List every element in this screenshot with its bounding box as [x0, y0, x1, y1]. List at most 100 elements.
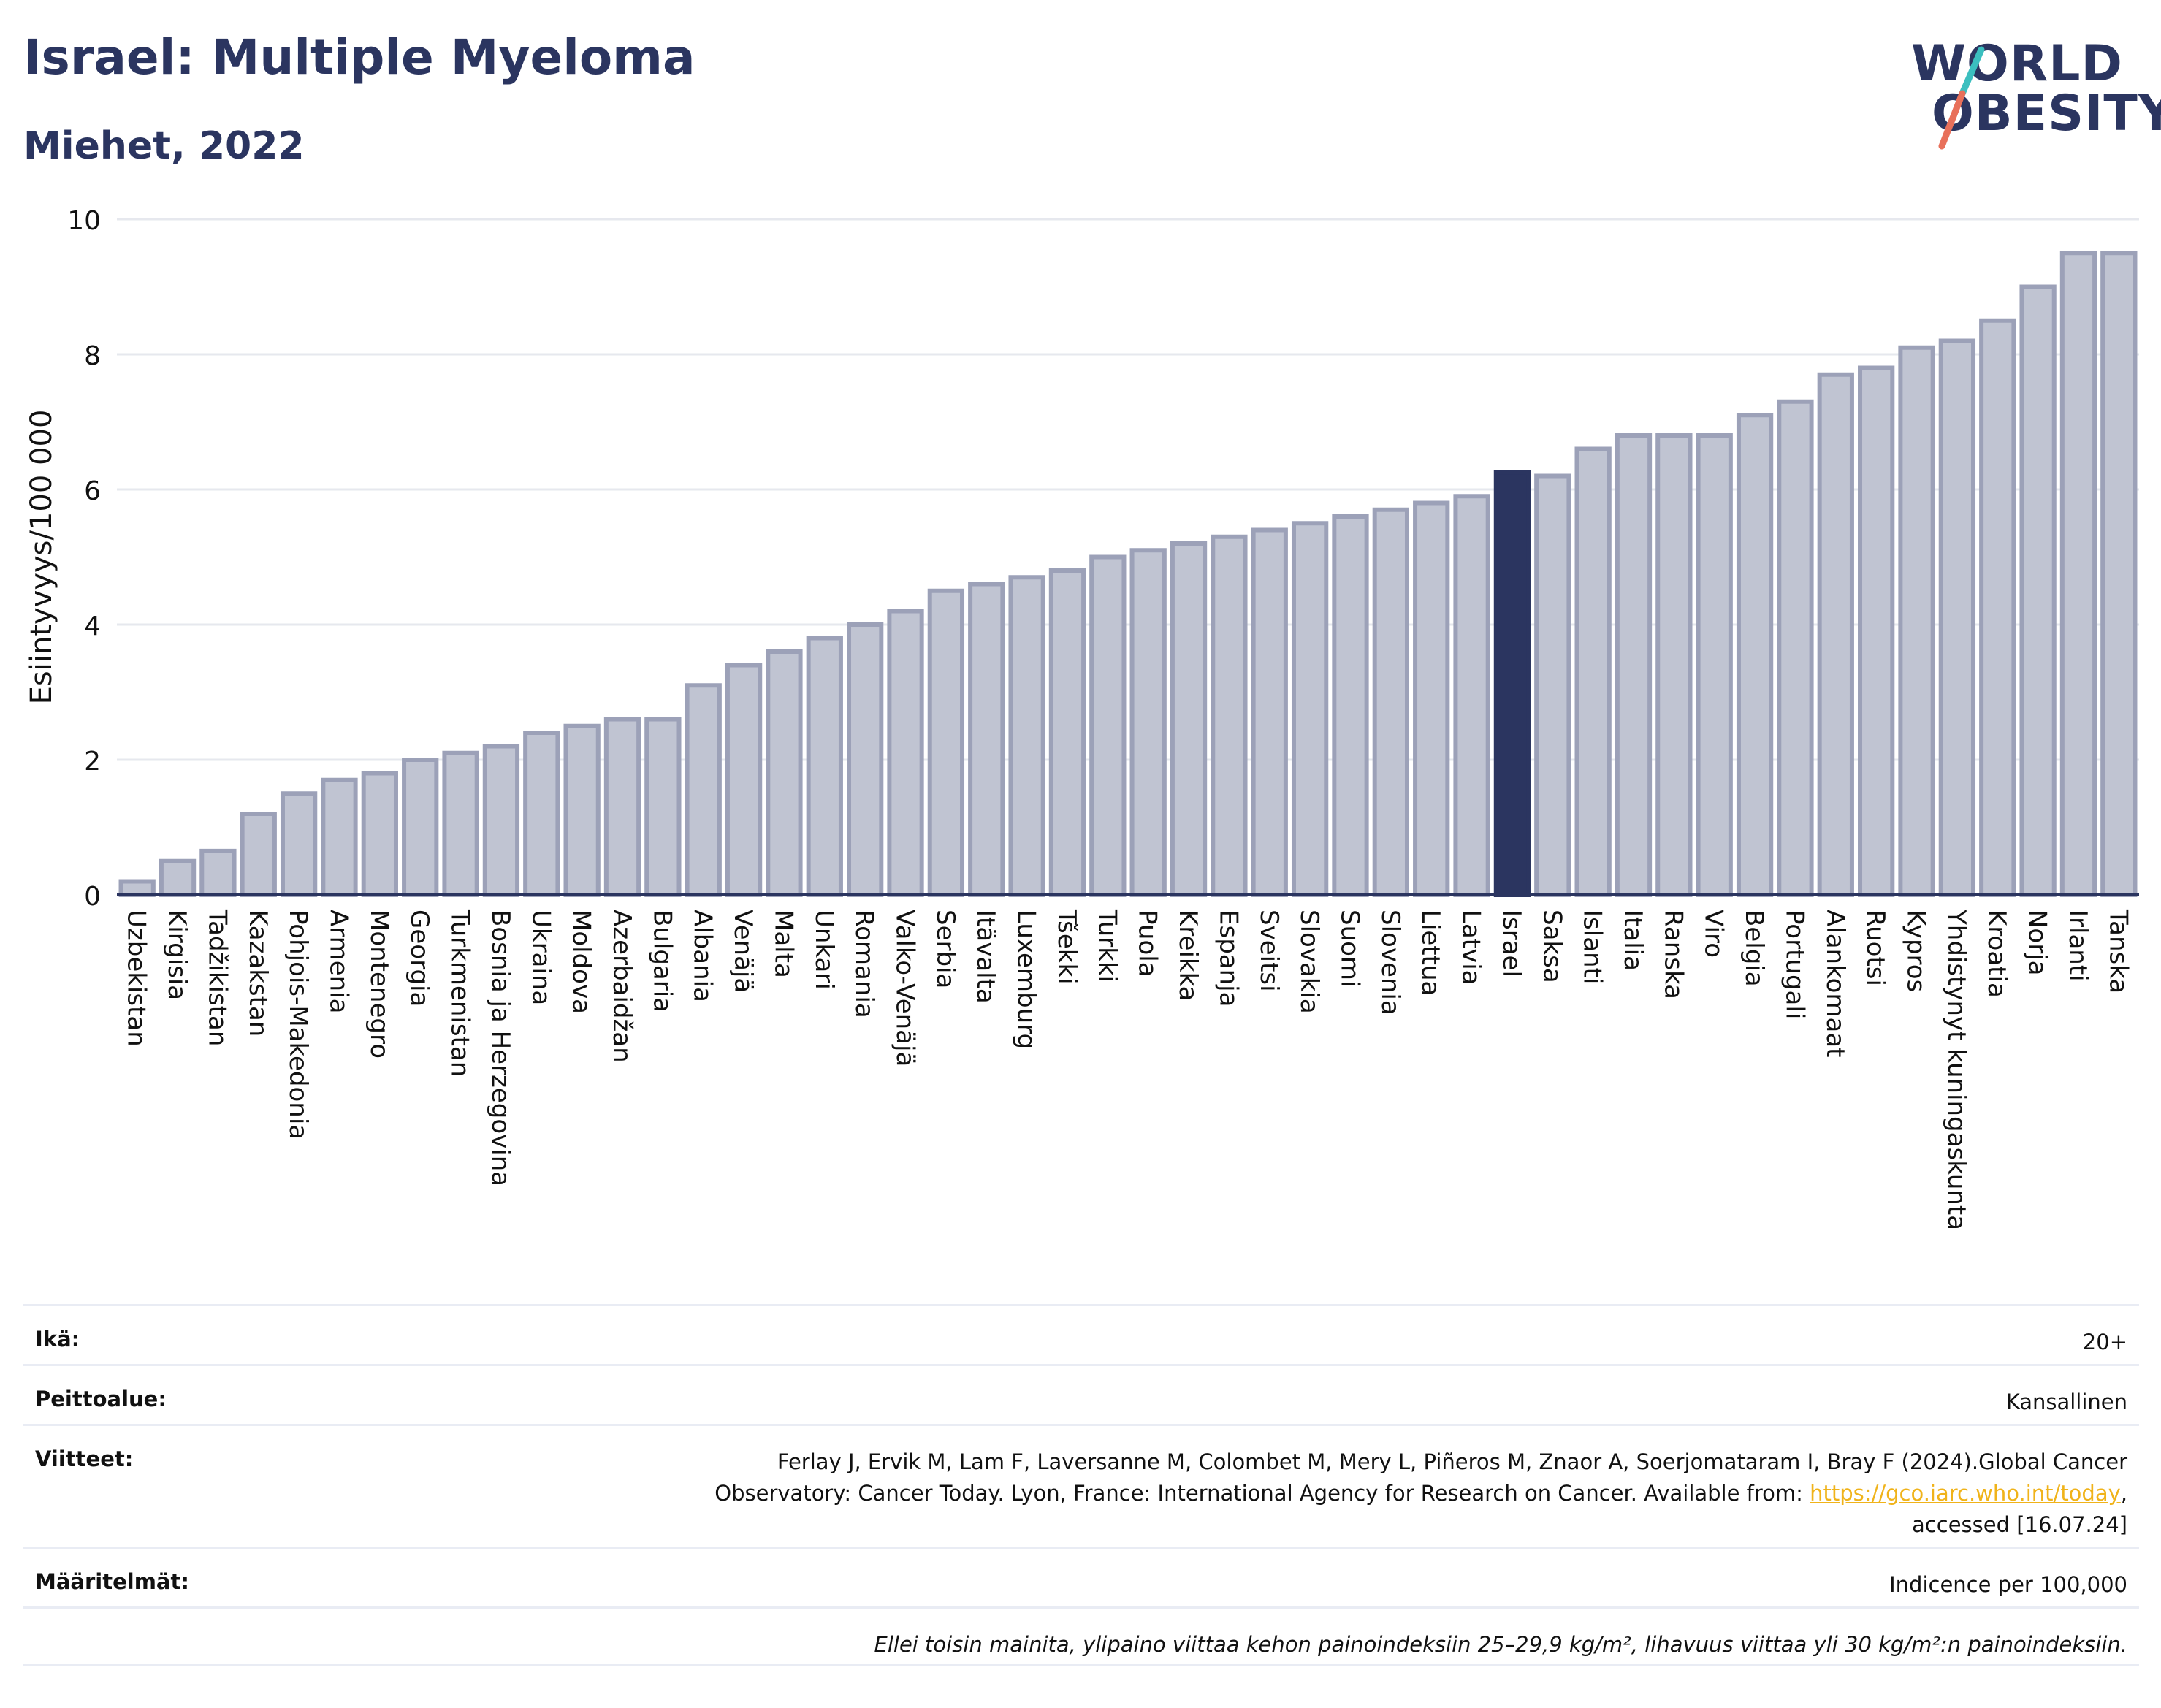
references-line1: Ferlay J, Ervik M, Lam F, Laversanne M, …	[777, 1449, 2127, 1474]
bar	[1574, 446, 1612, 897]
x-tick-label: Belgia	[1739, 910, 1769, 987]
bar	[523, 731, 560, 897]
bar	[563, 723, 601, 897]
bar	[1777, 399, 1814, 897]
x-tick-label: Kroatia	[1982, 910, 2011, 998]
bar	[1453, 494, 1490, 897]
info-row-definitions: Määritelmät: Indicence per 100,000	[23, 1547, 2139, 1606]
x-tick-label: Tanska	[2103, 909, 2133, 994]
bar	[280, 791, 318, 897]
references-value: Ferlay J, Ervik M, Lam F, Laversanne M, …	[714, 1446, 2127, 1541]
x-tick-label: Azerbaidžan	[607, 910, 636, 1063]
bar	[1372, 507, 1409, 897]
bar	[1858, 365, 1895, 897]
x-tick-label: Valko-Venäjä	[891, 910, 920, 1067]
bar	[1534, 473, 1571, 897]
y-tick-label: 2	[84, 747, 101, 777]
x-tick-label: Malta	[769, 910, 798, 978]
bar	[1211, 534, 1248, 897]
x-tick-label: Unkari	[809, 910, 839, 990]
references-line2-suffix: ,	[2120, 1481, 2127, 1506]
x-tick-label: Liettua	[1416, 910, 1445, 996]
logo-line1: WORLD	[1911, 35, 2123, 93]
x-tick-label: Yhdistynyt kuningaskunta	[1942, 909, 1971, 1230]
y-axis-label: Esiintyvyys/100 000	[25, 410, 58, 705]
bar-chart: 0 2 4 6 8 10 Esiintyvyys/100 000 Uzbekistan Kirg…	[25, 206, 2139, 1230]
bar	[199, 848, 237, 897]
bar	[159, 858, 197, 897]
references-link[interactable]: https://gco.iarc.who.int/today	[1810, 1481, 2121, 1506]
x-tick-label: Uzbekistan	[122, 910, 151, 1047]
age-value: 20+	[2082, 1330, 2127, 1354]
bar	[766, 649, 803, 897]
bar	[1817, 372, 1854, 897]
x-tick-label: Armenia	[324, 910, 353, 1014]
x-tick-label: Itävalta	[971, 910, 1000, 1004]
chart-subtitle: Miehet, 2022	[23, 124, 305, 168]
x-tick-label: Alankomaat	[1821, 910, 1850, 1058]
y-tick-label: 6	[84, 476, 101, 506]
bar	[887, 609, 924, 897]
x-tick-label: Viro	[1699, 910, 1729, 958]
x-tick-label: Italia	[1618, 910, 1647, 971]
bar	[1129, 548, 1167, 897]
x-tick-label: Romania	[850, 910, 879, 1018]
bar	[1089, 554, 1127, 897]
x-tick-label: Turkmenistan	[446, 909, 475, 1077]
x-tick-label: Turkki	[1092, 909, 1121, 983]
bar	[1170, 541, 1208, 897]
bar	[240, 812, 277, 897]
x-tick-label: Islanti	[1578, 910, 1607, 984]
x-tick-label: Espanja	[1213, 910, 1243, 1007]
bar	[482, 744, 520, 897]
references-line2: Observatory: Cancer Today. Lyon, France:…	[714, 1481, 1810, 1506]
footnote: Ellei toisin mainita, ylipaino viittaa k…	[874, 1632, 2128, 1657]
x-tick-label: Montenegro	[365, 910, 394, 1059]
references-label: Viitteet:	[35, 1446, 134, 1471]
bar	[361, 771, 398, 897]
x-tick-label: Saksa	[1537, 910, 1566, 983]
age-label: Ikä:	[35, 1327, 80, 1351]
x-tick-label: Puola	[1133, 910, 1162, 977]
bar	[1332, 514, 1369, 897]
x-tick-label: Luxemburg	[1012, 910, 1041, 1049]
x-tick-label: Tadžikistan	[202, 909, 232, 1046]
bar-highlight	[1493, 470, 1531, 897]
bar	[644, 717, 682, 897]
bar	[806, 636, 843, 897]
bar	[1413, 500, 1450, 897]
logo-line2: OBESITY	[1932, 85, 2161, 142]
bar	[968, 582, 1005, 897]
bar	[2100, 251, 2138, 897]
bar	[1979, 318, 2016, 897]
x-tick-label: Portugali	[1780, 910, 1809, 1019]
x-tick-label: Bulgaria	[647, 910, 676, 1013]
x-tick-label: Latvia	[1457, 910, 1486, 985]
y-tick-label: 4	[84, 611, 101, 641]
x-tick-label: Albania	[688, 910, 717, 1002]
definitions-label: Määritelmät:	[35, 1569, 189, 1594]
x-tick-label: Tšekki	[1052, 909, 1081, 985]
x-tick-label: Suomi	[1335, 910, 1364, 988]
info-row-note: Ellei toisin mainita, ylipaino viittaa k…	[23, 1606, 2139, 1666]
info-row-coverage: Peittoalue: Kansallinen	[23, 1364, 2139, 1424]
logo-slash-icon	[1938, 46, 1985, 150]
x-tick-label: Israel	[1497, 910, 1526, 977]
bar	[1008, 575, 1045, 897]
bar	[2059, 251, 2097, 897]
coverage-label: Peittoalue:	[35, 1387, 167, 1411]
x-tick-label: Sveitsi	[1254, 910, 1284, 992]
x-tick-label: Venäjä	[728, 910, 758, 993]
bar	[1898, 345, 1935, 897]
x-tick-label: Kirgisia	[162, 910, 191, 1000]
x-tick-label: Kazakstan	[243, 910, 272, 1037]
x-tick-label: Kreikka	[1173, 910, 1203, 1002]
x-tick-label: Serbia	[931, 910, 960, 988]
x-tick-label: Ukraina	[526, 910, 555, 1005]
x-tick-label: Irlanti	[2063, 910, 2092, 982]
y-tick-label: 0	[84, 882, 101, 912]
bar	[1938, 338, 1976, 897]
info-table: Ikä: 20+ Peittoalue: Kansallinen Viittee…	[23, 1304, 2139, 1666]
bar	[927, 588, 965, 897]
bar	[1736, 413, 1774, 897]
